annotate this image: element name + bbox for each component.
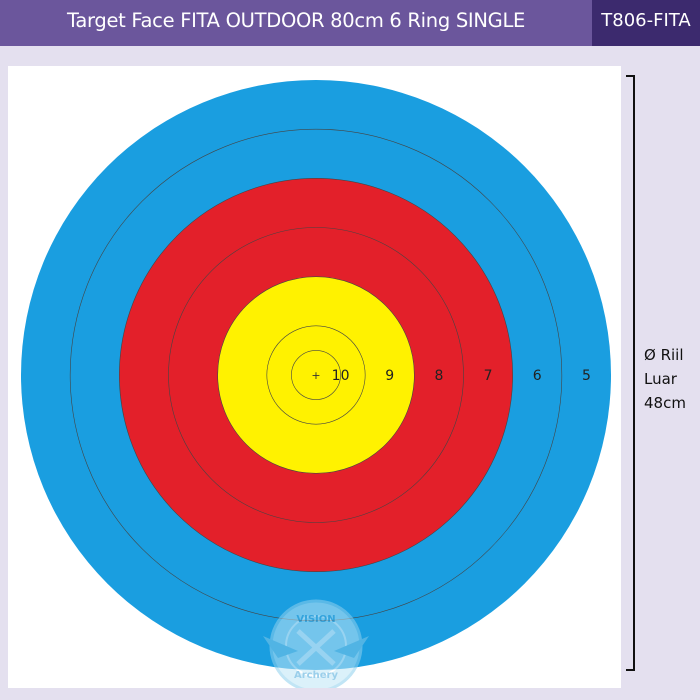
ring-score-label: 8 [434, 368, 443, 384]
product-code: T806-FITA [592, 0, 700, 46]
dimension-bracket [626, 75, 635, 671]
header-bar: Target Face FITA OUTDOOR 80cm 6 Ring SIN… [0, 0, 700, 46]
ring-line-7 [119, 178, 513, 572]
ring-line-9 [217, 276, 415, 474]
ring-score-label: 7 [484, 368, 493, 384]
watermark-text-bottom: Archery [294, 670, 338, 681]
product-title: Target Face FITA OUTDOOR 80cm 6 Ring SIN… [66, 9, 526, 32]
dimension-line-2: Luar [644, 370, 677, 388]
ring-score-label: 9 [385, 368, 394, 384]
watermark-logo: VISION Archery [263, 599, 369, 688]
target-face: + 5 6 7 8 9 10 VISION Archery [21, 80, 611, 688]
dimension-line-3: 48cm [644, 394, 686, 412]
ring-line-8 [168, 227, 464, 523]
center-mark: + [311, 369, 320, 382]
ring-score-label: 10 [332, 368, 350, 384]
ring-score-label: 6 [533, 368, 542, 384]
dimension-label: Ø Riil Luar 48cm [644, 343, 700, 415]
inner-ten-ring [291, 350, 341, 400]
target-panel: + 5 6 7 8 9 10 VISION Archery [8, 66, 621, 688]
watermark-text-top: VISION [296, 614, 335, 625]
ring-10 [266, 325, 366, 425]
ring-line-10 [266, 325, 366, 425]
dimension-line-1: Ø Riil [644, 346, 684, 364]
ring-score-label: 5 [582, 368, 591, 384]
